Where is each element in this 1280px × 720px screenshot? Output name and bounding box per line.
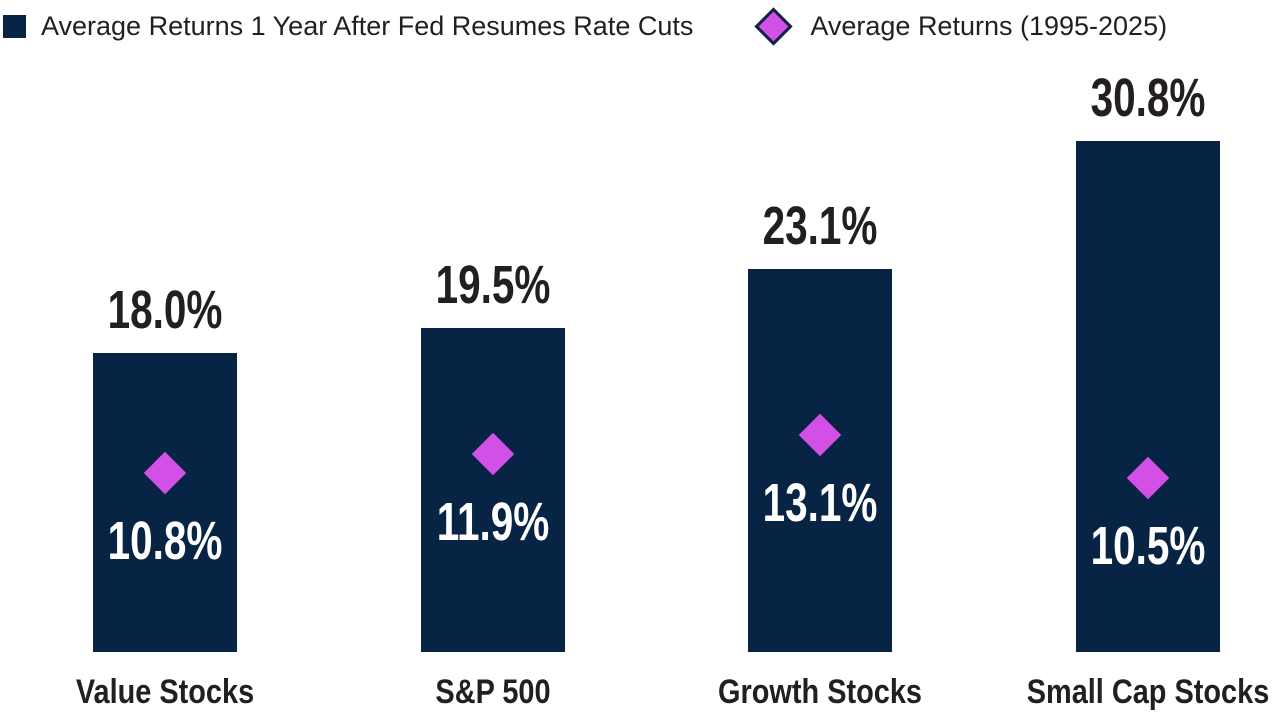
bar-1 [93,353,237,652]
bar-2 [421,328,565,652]
category-label-4: Small Cap Stocks [1026,673,1269,711]
bar-value-label: 18.0% [107,280,223,340]
legend-item-diamond-series: Average Returns (1995-2025) [751,2,1167,50]
bar-value-label: 23.1% [762,196,878,256]
bar-series-swatch-icon [3,14,26,38]
diamond-value-label: 11.9% [436,492,550,552]
diamond-value-label: 10.8% [107,511,223,571]
legend-label-diamond-series: Average Returns (1995-2025) [810,11,1168,41]
category-label-3: Growth Stocks [718,673,922,711]
diamond-value-label: 10.5% [1090,516,1205,576]
bar-value-label: 19.5% [435,255,551,315]
bar-4 [1075,141,1220,652]
diamond-value-label: 13.1% [762,473,878,533]
bar-value-label: 30.8% [1090,68,1205,128]
legend-label-bar-series: Average Returns 1 Year After Fed Resumes… [41,11,694,41]
category-label-1: Value Stocks [75,673,255,711]
bar-3 [748,269,892,652]
diamond-series-swatch-icon [751,4,795,48]
chart-legend: Average Returns 1 Year After Fed Resumes… [3,2,1167,50]
legend-item-bar-series: Average Returns 1 Year After Fed Resumes… [3,2,693,50]
category-label-2: S&P 500 [435,673,551,711]
